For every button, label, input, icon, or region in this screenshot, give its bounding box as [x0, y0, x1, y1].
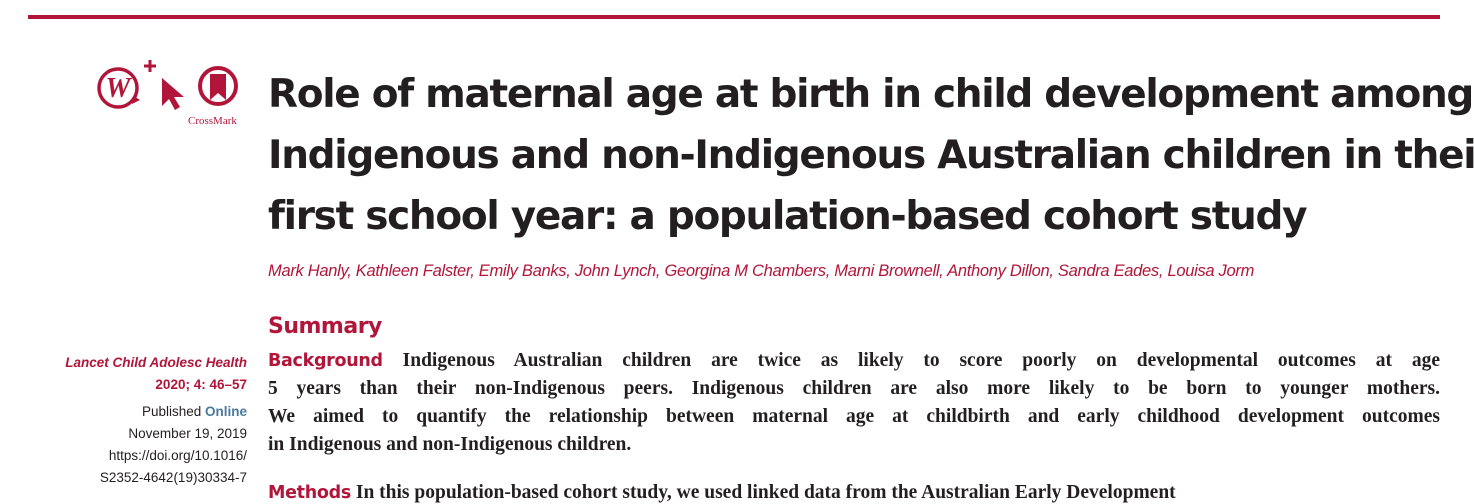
background-label: Background — [268, 351, 383, 371]
methods-label: Methods — [268, 483, 351, 503]
background-paragraph: Background Indigenous Australian childre… — [268, 347, 1440, 459]
journal-name: Lancet Child Adolesc Health — [65, 355, 247, 370]
published-label: Published — [141, 404, 205, 419]
online-link[interactable]: Online — [204, 404, 247, 419]
paragraph-line: in Indigenous and non-Indigenous childre… — [268, 434, 632, 455]
title-line: Indigenous and non-Indigenous Australian… — [268, 133, 1474, 178]
article-tools: W CrossMark — [96, 60, 256, 132]
paragraph-line: We aimed to quantify the relationship be… — [268, 406, 1440, 427]
doi-link[interactable]: https://doi.org/10.1016/ — [108, 448, 247, 463]
article-title: Role of maternal age at birth in child d… — [268, 64, 1474, 247]
crossmark-label: CrossMark — [188, 115, 237, 127]
title-line: Role of maternal age at birth in child d… — [268, 72, 1474, 117]
bookmark-circle-icon[interactable] — [194, 64, 242, 112]
publication-date: November 19, 2019 — [128, 426, 247, 441]
paragraph-line: 5 years than their non-Indigenous peers.… — [268, 378, 1440, 399]
paragraph-text: In this population-based cohort study, w… — [350, 482, 1176, 503]
citation-sidebar: Lancet Child Adolesc Health 2020; 4: 46–… — [40, 352, 247, 489]
paragraph-text: Indigenous Australian children are twice… — [382, 350, 1440, 371]
summary-heading: Summary — [268, 314, 382, 339]
svg-text:W: W — [106, 73, 133, 104]
doi-link-continued[interactable]: S2352-4642(19)30334-7 — [99, 470, 247, 485]
publication-status: Published Online — [40, 401, 247, 423]
title-line: first school year: a population-based co… — [268, 194, 1308, 239]
reading-list-icon[interactable]: W — [96, 64, 144, 112]
methods-paragraph: Methods In this population-based cohort … — [268, 482, 1440, 504]
cursor-plus-icon[interactable] — [144, 58, 188, 110]
author-list[interactable]: Mark Hanly, Kathleen Falster, Emily Bank… — [268, 262, 1255, 280]
top-rule — [28, 15, 1440, 19]
paragraph-line: Background Indigenous Australian childre… — [268, 347, 1440, 375]
journal-volume: 2020; 4: 46–57 — [155, 377, 247, 392]
